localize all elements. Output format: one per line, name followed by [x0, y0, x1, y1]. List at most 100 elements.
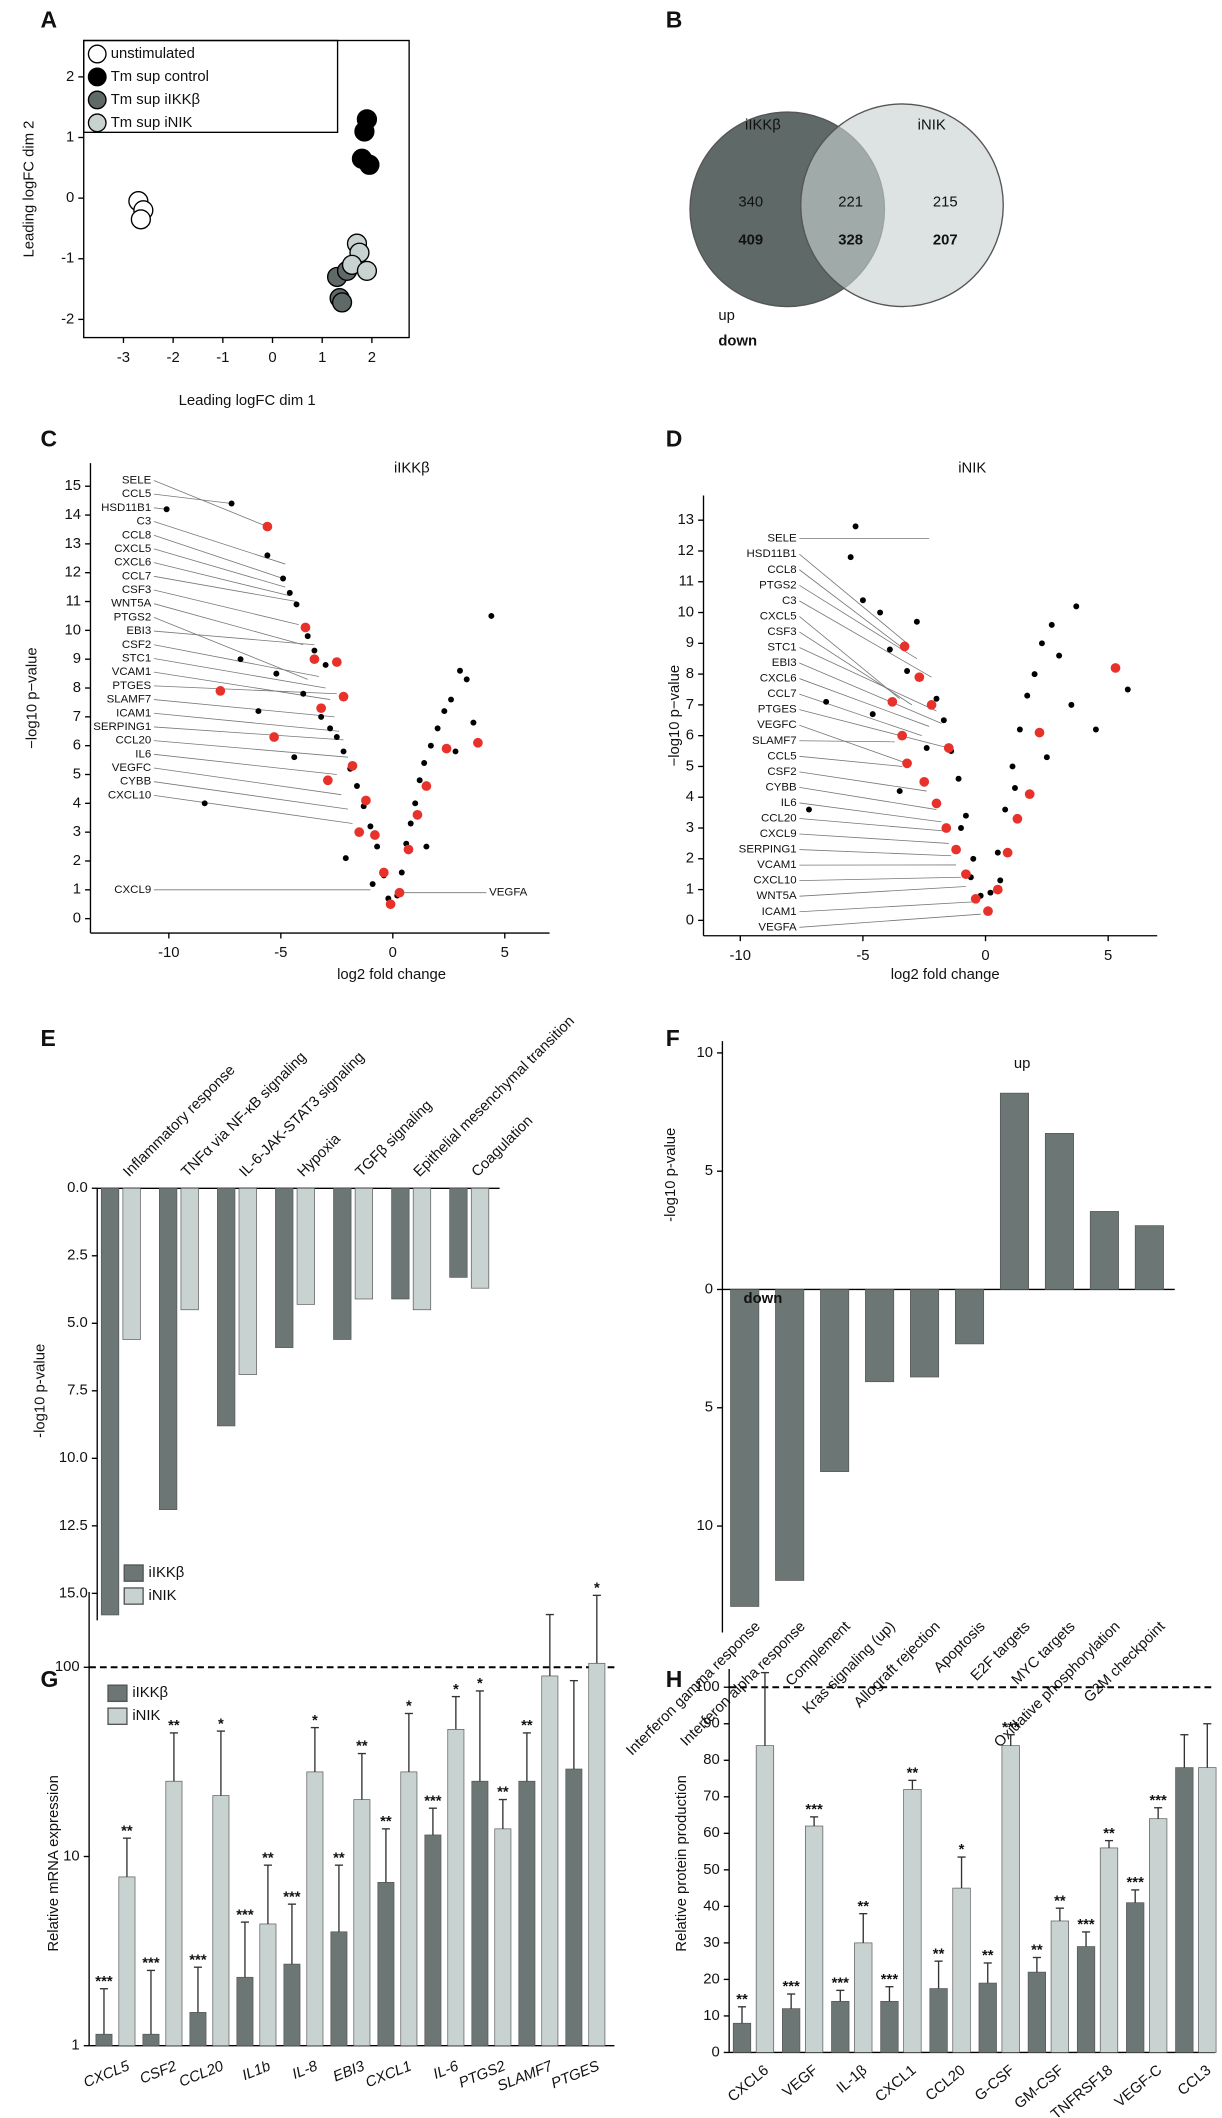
data-point: [919, 776, 930, 787]
bar: [283, 1963, 301, 2047]
gene-label: CXCL10: [108, 789, 151, 801]
data-point: [904, 668, 911, 674]
data-point: [926, 700, 937, 710]
x-axis-label: Leading logFC dim 1: [179, 393, 316, 409]
legend-swatch: [107, 1707, 128, 1726]
gene-label: CYBB: [120, 776, 152, 788]
data-point: [347, 760, 358, 771]
bar: [1149, 1818, 1168, 2053]
data-point: [370, 830, 380, 840]
significance: ***: [805, 1802, 823, 1818]
label-leader: [153, 534, 284, 579]
bar: [391, 1187, 410, 1300]
count-down: 328: [838, 232, 863, 248]
y-tick-label: 0: [705, 1281, 713, 1297]
y-axis-label: -log10 p-value: [663, 1128, 679, 1222]
bar: [1198, 1767, 1217, 2053]
data-point: [457, 667, 463, 674]
data-point: [940, 717, 947, 724]
x-tick-label: 1: [318, 350, 326, 366]
panel-letter: A: [41, 7, 58, 33]
legend-marker: [87, 44, 107, 64]
panel-letter: D: [666, 425, 683, 451]
label-leader: [153, 712, 340, 732]
gene-label: EBI3: [772, 657, 797, 669]
gene-label: VCAM1: [757, 859, 797, 871]
panel-letter: E: [41, 1025, 56, 1051]
label-leader: [799, 569, 905, 650]
y-tick-label: 9: [73, 651, 81, 667]
gene-label: CCL8: [767, 564, 796, 576]
y-tick-label: 10: [696, 1518, 713, 1534]
panel-letter: B: [666, 7, 683, 33]
annotation: down: [744, 1291, 783, 1307]
bar: [954, 1289, 985, 1345]
legend-marker: [87, 90, 107, 110]
gene-label: CCL7: [767, 688, 796, 700]
data-point: [1024, 789, 1035, 800]
data-point: [398, 869, 405, 876]
bar: [518, 1780, 536, 2047]
data-point: [304, 633, 311, 640]
label-leader: [799, 833, 949, 844]
gene-label: HSD11B1: [747, 548, 797, 560]
label-leader: [799, 886, 966, 897]
data-point: [961, 869, 971, 880]
data-point: [955, 775, 962, 782]
significance: ***: [1149, 1793, 1167, 1809]
bar: [447, 1728, 465, 2047]
gene-label: VEGFA: [489, 887, 528, 899]
y-tick-label: 4: [686, 789, 694, 805]
x-axis-label: log2 fold change: [337, 967, 446, 983]
significance: ***: [424, 1793, 442, 1809]
data-point: [970, 893, 981, 904]
panel: 0102030405060708090100**CXCL6******VEGF*…: [666, 1666, 1217, 2118]
y-tick-label: 15.0: [59, 1585, 88, 1601]
label-leader: [153, 740, 349, 758]
y-tick-label: 100: [55, 1659, 80, 1675]
significance: ***: [1127, 1875, 1145, 1891]
y-tick-label: 70: [703, 1789, 720, 1805]
annotation: up: [1014, 1056, 1031, 1072]
data-point: [340, 748, 347, 755]
data-point: [887, 696, 898, 707]
label-leader: [153, 630, 315, 646]
y-tick-label: 10: [65, 622, 82, 638]
y-tick-label: 6: [73, 738, 81, 754]
legend-swatch: [107, 1684, 128, 1703]
legend-label: iIKKβ: [132, 1685, 168, 1701]
data-point: [359, 154, 380, 175]
significance: ***: [95, 1974, 113, 1990]
label-leader: [799, 616, 900, 700]
data-point: [473, 737, 483, 748]
y-tick-label: 10.0: [59, 1450, 88, 1466]
gene-label: WNT5A: [111, 598, 151, 610]
y-tick-label: 1: [73, 882, 81, 898]
panel: -3 -2 -1 0 1 2 -2 -1 0 1 2 unstimulated Tm sup contr…: [22, 7, 410, 409]
x-tick-label: 5: [501, 945, 509, 961]
y-tick-label: 13: [678, 512, 695, 528]
gene-label: HSD11B1: [101, 502, 151, 514]
significance: ***: [236, 1907, 254, 1923]
data-point: [1034, 727, 1045, 738]
bar: [122, 1187, 141, 1340]
gene-label: PTGS2: [114, 611, 152, 623]
legend-marker: [87, 67, 107, 87]
bar: [820, 1289, 850, 1472]
y-tick-label: 11: [66, 593, 81, 609]
significance: ***: [832, 1976, 850, 1992]
data-point: [309, 654, 320, 665]
gene-label: C3: [137, 516, 152, 528]
label-leader: [153, 562, 290, 597]
data-point: [228, 500, 235, 507]
bar: [165, 1780, 183, 2047]
data-point: [448, 696, 455, 703]
bar: [978, 1982, 997, 2053]
x-tick-label: 0: [389, 945, 397, 961]
legend-swatch: [123, 1564, 144, 1582]
data-point: [997, 877, 1004, 884]
data-point: [280, 575, 287, 582]
significance: **: [736, 1992, 748, 2008]
data-point: [899, 641, 910, 652]
